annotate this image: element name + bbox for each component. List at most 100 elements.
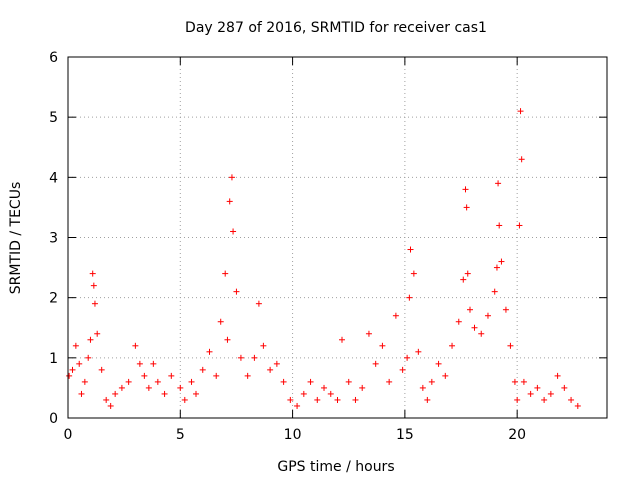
x-tick-label: 20	[508, 427, 526, 443]
x-axis-label: GPS time / hours	[277, 459, 394, 475]
data-point	[217, 318, 224, 325]
data-point	[410, 270, 417, 277]
data-point	[199, 366, 206, 373]
y-tick-label: 6	[49, 50, 58, 66]
data-point	[404, 354, 411, 361]
data-point	[72, 342, 79, 349]
data-point	[267, 366, 274, 373]
data-point	[222, 270, 229, 277]
data-point	[449, 342, 456, 349]
data-point	[574, 402, 581, 409]
data-point	[206, 348, 213, 355]
data-point	[81, 378, 88, 385]
data-point	[415, 348, 422, 355]
data-point	[534, 384, 541, 391]
data-point	[345, 378, 352, 385]
data-point	[511, 378, 518, 385]
data-points	[66, 108, 581, 409]
data-point	[150, 360, 157, 367]
data-point	[463, 204, 470, 211]
grid-lines	[68, 57, 607, 418]
data-point	[273, 360, 280, 367]
data-point	[136, 360, 143, 367]
data-point	[90, 282, 97, 289]
data-point	[314, 396, 321, 403]
data-point	[372, 360, 379, 367]
data-point	[392, 312, 399, 319]
data-point	[193, 390, 200, 397]
data-point	[554, 372, 561, 379]
data-point	[338, 336, 345, 343]
data-point	[498, 258, 505, 265]
data-point	[321, 384, 328, 391]
data-point	[514, 396, 521, 403]
data-point	[154, 378, 161, 385]
y-tick-label: 4	[49, 170, 58, 186]
data-point	[181, 396, 188, 403]
data-point	[78, 390, 85, 397]
data-point	[419, 384, 426, 391]
x-tick-label: 15	[396, 427, 414, 443]
data-point	[424, 396, 431, 403]
data-point	[161, 390, 168, 397]
y-axis-label: SRMTID / TECUs	[8, 182, 24, 295]
data-point	[224, 336, 231, 343]
data-point	[85, 354, 92, 361]
data-point	[478, 330, 485, 337]
tick-labels: 0 5 10 15 20 0 1 2 3 4 5 6	[49, 50, 526, 443]
data-point	[66, 372, 73, 379]
data-point	[527, 390, 534, 397]
data-point	[69, 366, 76, 373]
data-point	[471, 324, 478, 331]
data-point	[213, 372, 220, 379]
data-point	[251, 354, 258, 361]
data-point	[561, 384, 568, 391]
data-point	[112, 390, 119, 397]
data-point	[541, 396, 548, 403]
data-point	[518, 156, 525, 163]
data-point	[460, 276, 467, 283]
data-point	[94, 330, 101, 337]
data-point	[379, 342, 386, 349]
data-point	[568, 396, 575, 403]
data-point	[386, 378, 393, 385]
data-point	[237, 354, 244, 361]
data-point	[462, 186, 469, 193]
data-point	[118, 384, 125, 391]
x-tick-label: 5	[176, 427, 185, 443]
x-tick-label: 0	[64, 427, 73, 443]
data-point	[168, 372, 175, 379]
data-point	[300, 390, 307, 397]
x-tick-label: 10	[284, 427, 302, 443]
data-point	[352, 396, 359, 403]
data-point	[491, 288, 498, 295]
data-point	[260, 342, 267, 349]
data-point	[493, 264, 500, 271]
data-point	[428, 378, 435, 385]
data-point	[406, 294, 413, 301]
data-point	[226, 198, 233, 205]
data-point	[435, 360, 442, 367]
data-point	[91, 300, 98, 307]
data-point	[230, 228, 237, 235]
data-point	[359, 384, 366, 391]
data-point	[107, 402, 114, 409]
data-point	[98, 366, 105, 373]
data-point	[103, 396, 110, 403]
axis-ticks	[67, 56, 607, 419]
chart-title: Day 287 of 2016, SRMTID for receiver cas…	[185, 20, 487, 36]
data-point	[407, 246, 414, 253]
data-point	[145, 384, 152, 391]
data-point	[547, 390, 554, 397]
y-tick-label: 1	[49, 351, 58, 367]
data-point	[495, 180, 502, 187]
data-point	[228, 174, 235, 181]
data-point	[467, 306, 474, 313]
data-point	[188, 378, 195, 385]
data-point	[464, 270, 471, 277]
data-point	[442, 372, 449, 379]
data-point	[507, 342, 514, 349]
data-point	[132, 342, 139, 349]
data-point	[141, 372, 148, 379]
